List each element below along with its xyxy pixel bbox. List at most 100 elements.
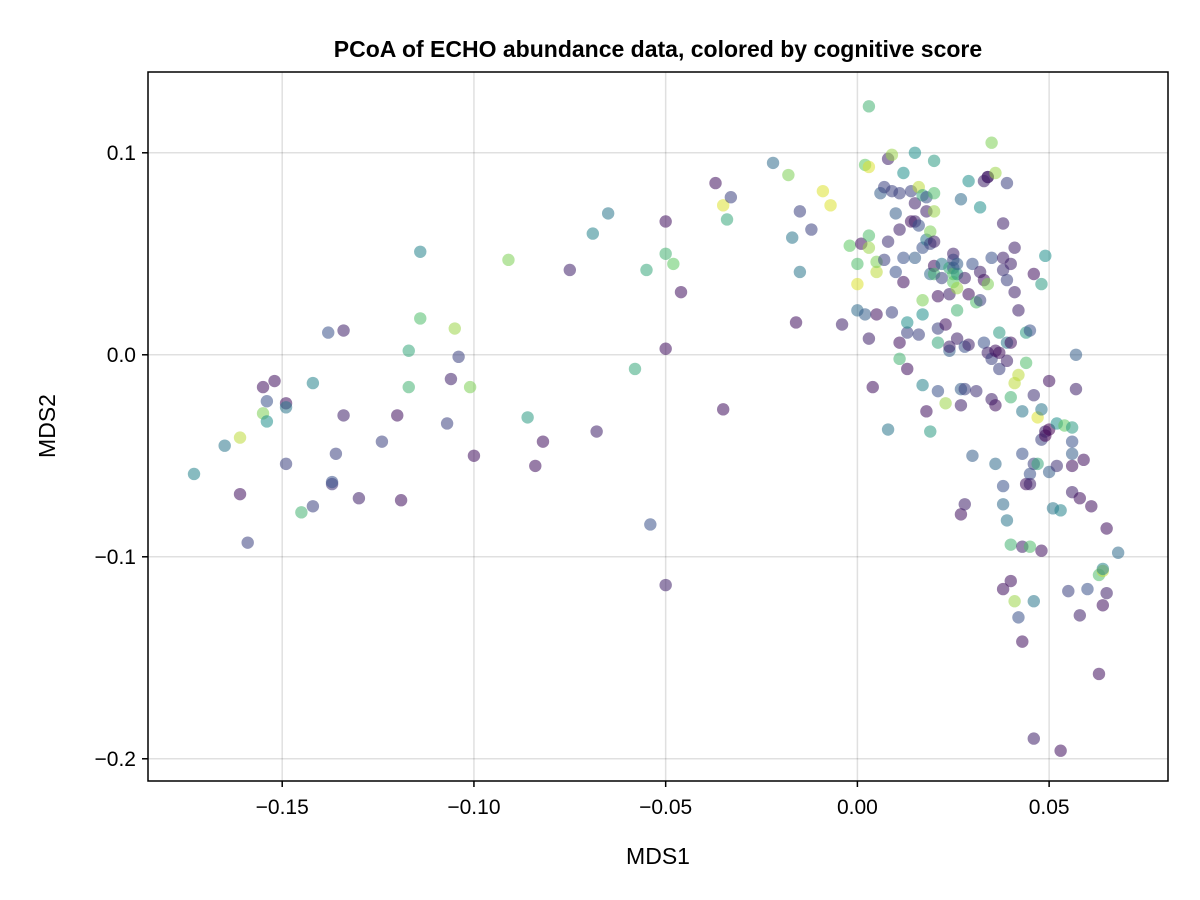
scatter-point: [793, 205, 807, 218]
scatter-point: [448, 322, 461, 335]
scatter-point: [858, 308, 872, 321]
scatter-point: [325, 475, 339, 489]
scatter-point: [993, 326, 1006, 339]
scatter-point: [724, 191, 738, 204]
scatter-point: [1012, 368, 1025, 382]
scatter-point: [1096, 599, 1110, 612]
scatter-point: [889, 207, 902, 220]
scatter-point: [563, 263, 577, 277]
scatter-point: [916, 308, 929, 321]
scatter-point: [1023, 467, 1037, 481]
scatter-point: [996, 479, 1010, 493]
scatter-point: [966, 257, 979, 271]
scatter-point: [1054, 744, 1067, 757]
scatter-point: [970, 384, 983, 398]
scatter-point: [889, 265, 902, 279]
scatter-point: [989, 457, 1002, 471]
scatter-point: [322, 326, 335, 339]
scatter-point: [1004, 391, 1017, 404]
scatter-point: [414, 245, 427, 258]
scatter-point: [1073, 492, 1087, 505]
scatter-point: [939, 318, 952, 331]
y-axis-label: MDS2: [34, 394, 60, 458]
scatter-point: [977, 336, 991, 349]
scatter-point: [590, 425, 603, 438]
y-tick-label: −0.1: [95, 546, 136, 569]
scatter-point: [391, 409, 404, 422]
scatter-point: [954, 193, 968, 206]
scatter-point: [966, 449, 979, 462]
scatter-point: [1039, 249, 1052, 263]
scatter-point: [1069, 348, 1083, 361]
scatter-point: [908, 197, 922, 210]
scatter-point: [1085, 500, 1098, 513]
scatter-point: [1065, 459, 1079, 473]
scatter-point: [1008, 595, 1021, 608]
scatter-point: [989, 166, 1002, 180]
y-axis-ticks: −0.2 −0.1 0.0 0.1: [95, 142, 148, 771]
scatter-point: [985, 136, 998, 149]
y-tick-label: 0.0: [107, 344, 136, 367]
scatter-point: [260, 395, 274, 408]
scatter-point: [1035, 544, 1048, 557]
scatter-point: [1012, 611, 1025, 624]
scatter-point: [659, 215, 672, 228]
scatter-point: [674, 285, 688, 299]
scatter-point: [950, 281, 964, 295]
scatter-point: [1016, 405, 1029, 418]
scatter-point: [993, 362, 1006, 376]
scatter-point: [878, 253, 891, 267]
scatter-point: [916, 378, 929, 392]
scatter-point: [989, 399, 1002, 412]
x-tick-label: −0.05: [639, 796, 692, 819]
scatter-point: [716, 199, 730, 212]
scatter-point: [881, 235, 895, 248]
scatter-point: [529, 459, 542, 473]
scatter-point: [782, 168, 795, 182]
scatter-point: [993, 346, 1006, 359]
scatter-point: [628, 362, 642, 376]
scatter-point: [962, 338, 975, 351]
scatter-point: [1081, 582, 1094, 596]
scatter-point: [1111, 546, 1125, 559]
scatter-point: [862, 332, 876, 345]
scatter-point: [996, 498, 1010, 511]
chart-title: PCoA of ECHO abundance data, colored by …: [334, 36, 982, 62]
scatter-point: [939, 397, 952, 410]
scatter-point: [897, 166, 910, 180]
scatter-point: [843, 239, 856, 252]
scatter-point: [1027, 732, 1040, 745]
scatter-point: [1062, 584, 1075, 598]
scatter-point: [897, 251, 910, 265]
scatter-point: [1008, 285, 1021, 299]
scatter-point: [640, 263, 653, 277]
scatter-point: [924, 225, 937, 238]
x-axis-label: MDS1: [626, 843, 690, 869]
scatter-point: [927, 154, 941, 168]
scatter-point: [233, 487, 247, 501]
scatter-point: [835, 318, 849, 331]
scatter-point: [1100, 522, 1113, 535]
scatter-point: [1027, 388, 1040, 402]
x-tick-label: 0.00: [837, 796, 878, 819]
scatter-point: [950, 304, 964, 317]
scatter-point: [444, 372, 458, 386]
scatter-point: [862, 241, 876, 254]
scatter-point: [954, 508, 968, 521]
scatter-point: [187, 467, 201, 481]
scatter-point: [1000, 273, 1014, 287]
scatter-point: [452, 350, 465, 364]
scatter-point: [1019, 356, 1033, 370]
scatter-point: [958, 271, 971, 285]
scatter-point: [805, 223, 818, 236]
scatter-point: [893, 336, 906, 349]
scatter-point: [586, 227, 600, 240]
scatter-point: [912, 219, 925, 232]
scatter-point: [912, 328, 925, 341]
scatter-point: [1023, 477, 1037, 491]
scatter-point: [943, 340, 956, 353]
scatter-point: [893, 223, 906, 236]
scatter-point: [901, 362, 914, 376]
scatter-point: [793, 265, 807, 279]
scatter-point: [601, 207, 615, 220]
